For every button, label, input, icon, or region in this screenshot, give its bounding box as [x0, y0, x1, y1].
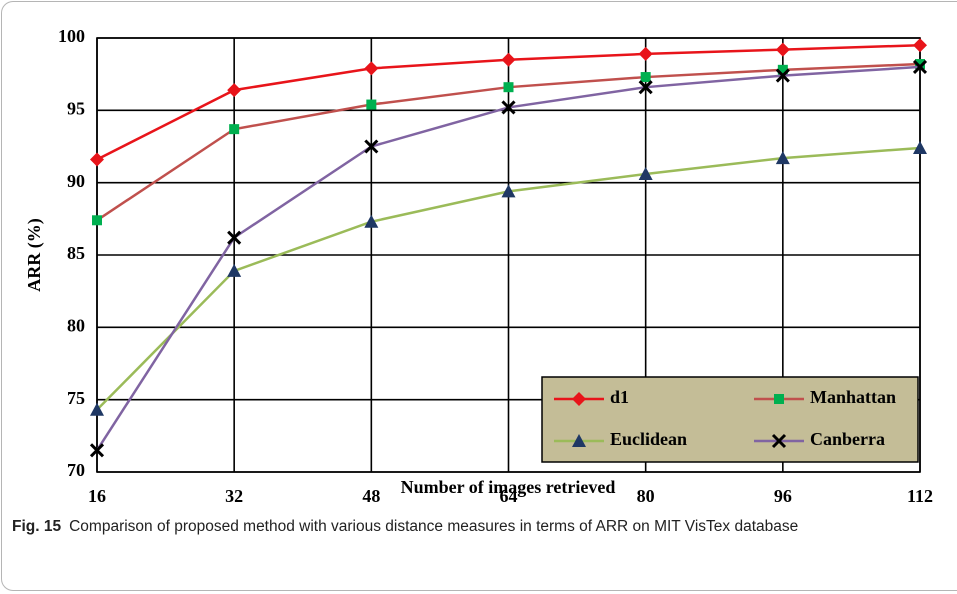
marker: [501, 52, 516, 67]
marker: [777, 64, 788, 75]
marker: [89, 443, 105, 458]
x-tick-label: 48: [362, 486, 380, 506]
x-axis-label: Number of images retrieved: [401, 477, 616, 497]
marker: [227, 83, 242, 98]
legend-label: Euclidean: [610, 429, 687, 449]
marker: [775, 151, 790, 165]
marker: [913, 140, 927, 154]
marker: [364, 61, 379, 76]
marker: [364, 139, 379, 154]
marker: [640, 72, 651, 83]
marker: [572, 434, 586, 447]
x-tick-label: 112: [907, 486, 933, 506]
marker: [227, 263, 242, 277]
marker: [501, 100, 516, 115]
marker: [771, 433, 787, 449]
legend-label: Manhattan: [810, 387, 896, 407]
y-axis-label: ARR (%): [24, 218, 45, 292]
marker: [227, 230, 242, 245]
x-tick-label: 64: [500, 486, 518, 506]
marker: [774, 394, 784, 404]
marker: [915, 59, 925, 70]
y-tick-label: 100: [58, 26, 85, 46]
caption-text: Comparison of proposed method with vario…: [69, 518, 799, 535]
marker: [366, 99, 377, 110]
marker: [501, 184, 516, 198]
x-tick-label: 32: [225, 486, 243, 506]
marker: [572, 392, 586, 406]
x-tick-label: 80: [637, 486, 655, 506]
x-tick-label: 96: [774, 486, 792, 506]
marker: [229, 124, 240, 135]
marker: [912, 59, 928, 74]
chart: ARR (%) Number of images retrieved 70 75 8…: [24, 26, 933, 506]
legend-label: Canberra: [810, 429, 885, 449]
x-tick-label: 16: [88, 486, 106, 506]
y-tick-label: 75: [67, 388, 85, 408]
y-tick-label: 95: [67, 98, 85, 118]
marker: [90, 402, 104, 416]
plot-border: [96, 37, 921, 473]
marker: [638, 46, 653, 61]
y-tick-label: 80: [67, 315, 85, 335]
marker: [92, 215, 102, 226]
marker: [90, 152, 104, 167]
marker: [364, 214, 379, 228]
caption-label: Fig. 15: [12, 518, 62, 535]
marker: [913, 38, 927, 53]
marker: [775, 68, 790, 83]
y-tick-label: 85: [67, 243, 85, 263]
caption: Fig. 15 Comparison of proposed method wit…: [12, 516, 927, 537]
marker: [638, 166, 653, 180]
y-tick-label: 90: [67, 171, 85, 191]
y-tick-label: 70: [67, 460, 85, 480]
legend-label: d1: [610, 387, 629, 407]
marker: [503, 82, 514, 93]
legend-box: [541, 376, 919, 463]
marker: [638, 80, 653, 95]
marker: [775, 42, 790, 57]
